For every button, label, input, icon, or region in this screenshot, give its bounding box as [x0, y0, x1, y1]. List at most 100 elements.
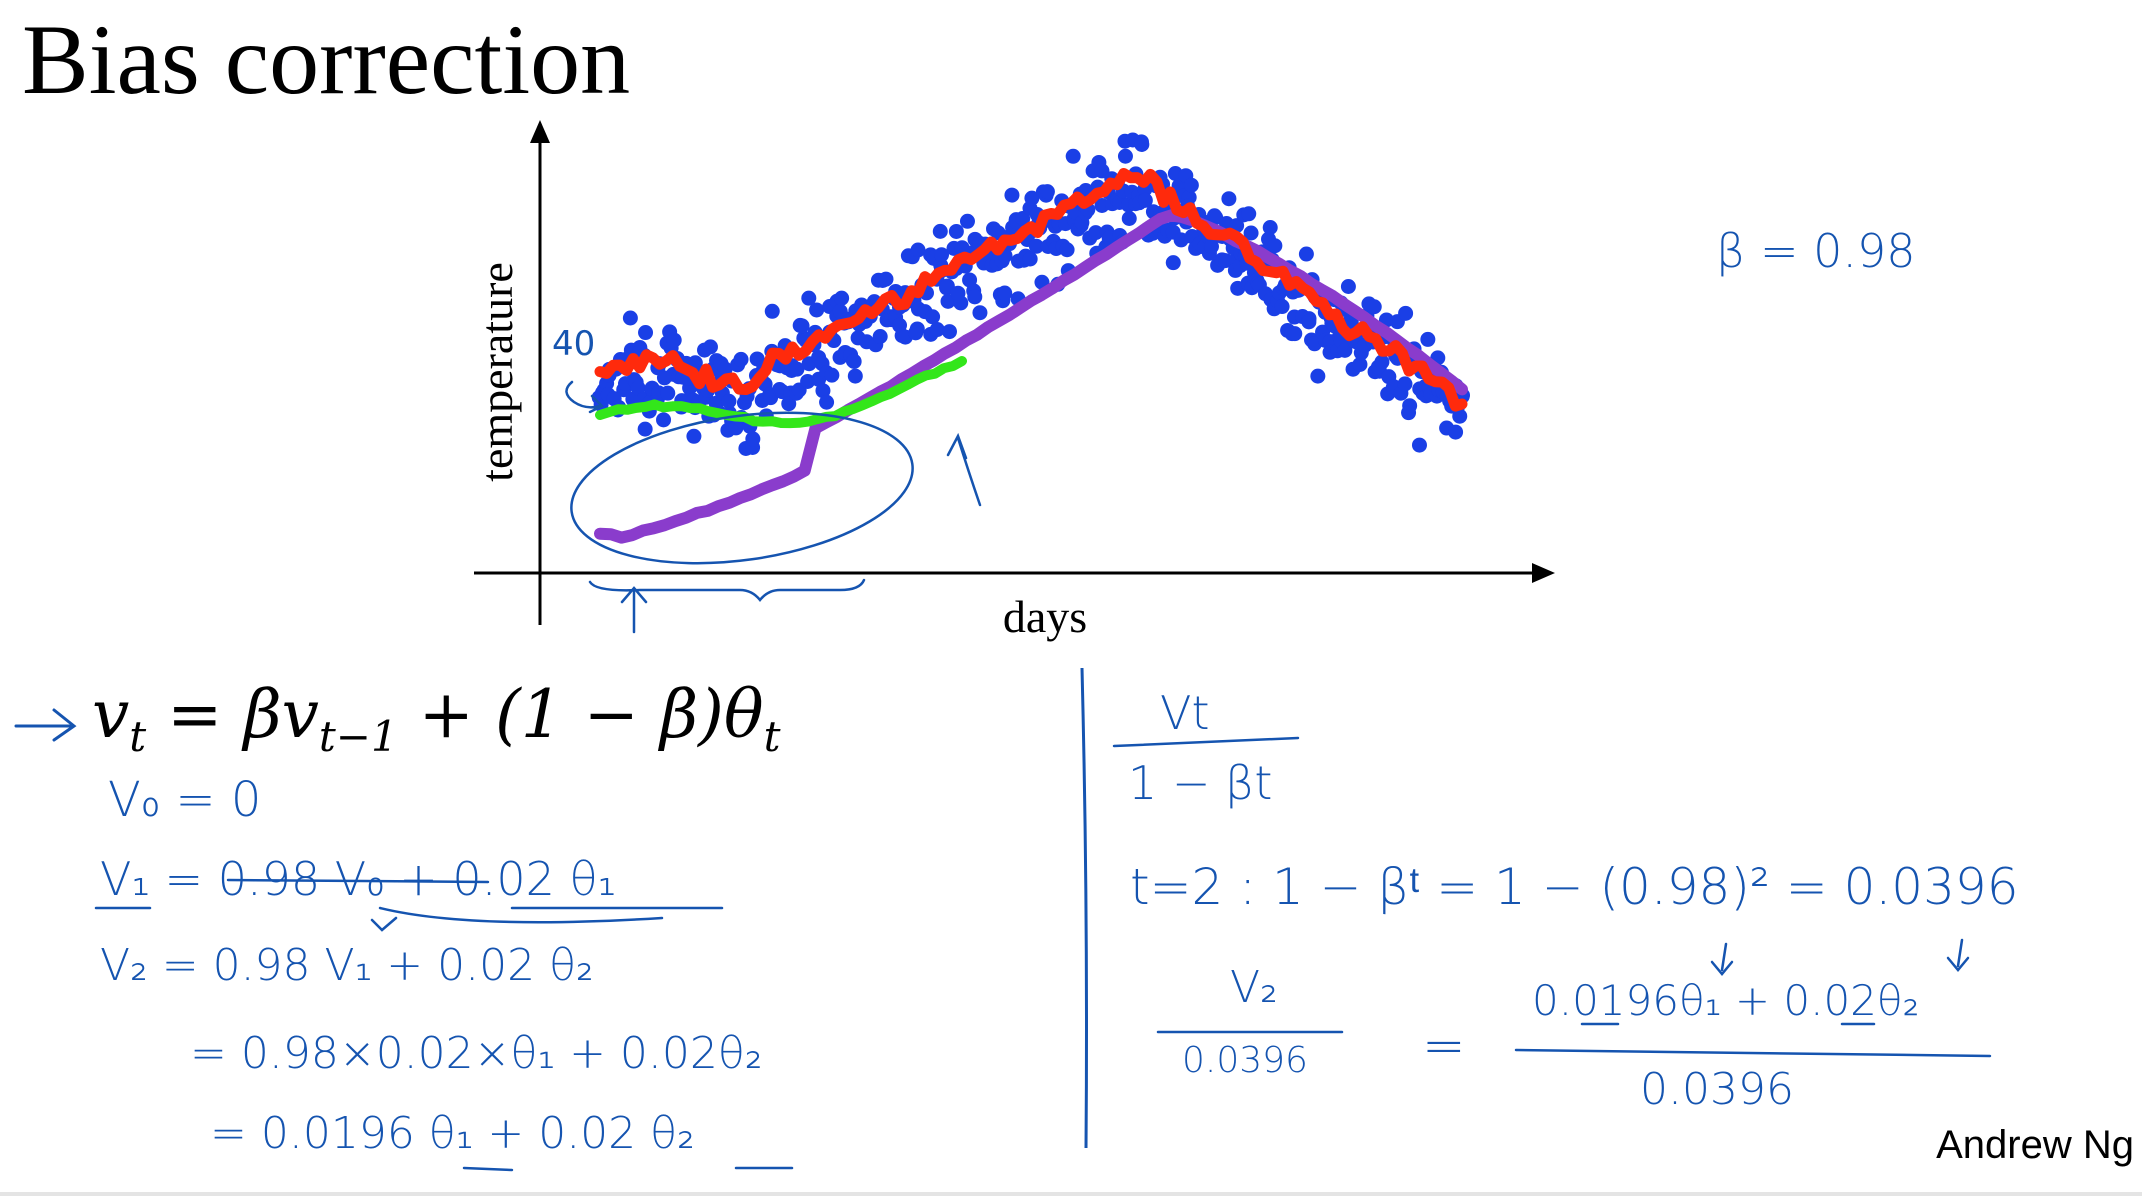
v2-denominator: 0.0396	[1182, 1040, 1308, 1081]
data-point	[1411, 437, 1427, 453]
up-arrow-bottom	[620, 586, 648, 634]
rhs-numerator: 0.0196θ₁ + 0.02θ₂	[1532, 976, 1920, 1025]
data-point	[834, 290, 850, 306]
data-point	[1340, 278, 1356, 294]
x-axis-label: days	[1003, 591, 1087, 642]
arrow-icon	[14, 708, 77, 742]
data-point	[1310, 368, 1326, 384]
data-point	[638, 325, 654, 341]
data-point	[1374, 354, 1390, 370]
data-point	[622, 310, 638, 326]
data-point	[781, 396, 797, 412]
strike-through	[226, 878, 490, 884]
v2-numerator: V₂	[1230, 962, 1278, 1013]
data-point	[925, 309, 941, 325]
data-point	[1298, 246, 1314, 262]
data-point	[686, 428, 702, 444]
data-point	[1024, 190, 1040, 206]
frac-bar-1	[1112, 736, 1300, 748]
data-point	[847, 368, 863, 384]
data-point	[1366, 299, 1382, 315]
data-point	[1420, 331, 1436, 347]
data-point	[789, 361, 805, 377]
data-point	[745, 431, 761, 447]
data-point	[1028, 238, 1044, 254]
data-point	[794, 318, 810, 334]
data-point	[809, 302, 825, 318]
eq-mid1: = βv	[146, 676, 319, 753]
data-point	[1022, 251, 1038, 267]
up-arrow-middle	[946, 432, 982, 507]
data-point	[967, 289, 983, 305]
data-point	[1137, 192, 1153, 208]
red-series-line	[594, 168, 1468, 412]
data-point	[1262, 220, 1278, 236]
data-point	[660, 385, 676, 401]
data-point	[1004, 187, 1020, 203]
data-point	[950, 285, 966, 301]
annotation-40: 40	[552, 324, 595, 364]
underline-theta1	[462, 1166, 514, 1172]
data-point	[702, 339, 718, 355]
hw-v0: V₀ = 0	[108, 772, 262, 828]
data-point	[908, 325, 924, 341]
data-point	[1274, 299, 1290, 315]
data-point	[878, 271, 894, 287]
equals-sign: =	[1422, 1016, 1466, 1076]
frac-bar-3	[1514, 1048, 1992, 1058]
y-axis-arrow	[530, 120, 550, 143]
data-point	[1065, 148, 1081, 164]
data-point	[666, 332, 682, 348]
data-point	[637, 421, 653, 437]
data-point	[1134, 136, 1150, 152]
hw-marks-left	[94, 878, 794, 1172]
data-point	[1039, 184, 1055, 200]
eq-mid2-sub: t	[763, 712, 781, 762]
hw-v1: V₁ = 0.98 V₀ + 0.02 θ₁	[100, 852, 617, 906]
data-point	[929, 322, 945, 338]
data-point	[630, 380, 646, 396]
ewa-equation: vt = βvt−1 + (1 − β)θt	[92, 676, 780, 761]
data-point	[1183, 177, 1199, 193]
data-point	[815, 383, 831, 399]
data-point	[764, 303, 780, 319]
hw-v2: V₂ = 0.98 V₁ + 0.02 θ₂	[100, 940, 594, 991]
data-point	[721, 393, 737, 409]
data-point	[972, 305, 988, 321]
data-point	[1241, 206, 1257, 222]
bottom-border	[0, 1192, 2142, 1196]
data-point	[1398, 305, 1414, 321]
y-axis-label: temperature	[471, 262, 522, 482]
data-point	[1401, 405, 1417, 421]
data-point	[948, 223, 964, 239]
data-point	[941, 324, 957, 340]
data-point	[1059, 242, 1075, 258]
chart-axes	[474, 120, 1555, 625]
eq-mid2: + (1 − β)θ	[397, 676, 764, 753]
data-point	[733, 351, 749, 367]
data-point	[1088, 225, 1104, 241]
data-point	[1221, 191, 1237, 207]
check-mark	[370, 906, 664, 932]
data-point	[656, 412, 672, 428]
data-point	[939, 278, 955, 294]
data-point	[1352, 356, 1368, 372]
eq-lhs: v	[92, 676, 130, 753]
frac-denominator: 1 − βt	[1128, 756, 1273, 810]
data-point	[1206, 208, 1222, 224]
data-point	[1337, 342, 1353, 358]
hw-t2-line: t=2 : 1 − βᵗ = 1 − (0.98)² = 0.0396	[1130, 858, 2019, 916]
data-point	[824, 367, 840, 383]
eq-mid1-sub: t−1	[318, 712, 398, 762]
data-point	[1301, 314, 1317, 330]
data-point	[1203, 239, 1219, 255]
data-point	[932, 223, 948, 239]
data-point	[1287, 326, 1303, 342]
slide-title: Bias correction	[22, 4, 631, 115]
hw-beta: β = 0.98	[1716, 224, 1916, 278]
data-point	[1448, 424, 1464, 440]
circled-region	[570, 411, 914, 565]
